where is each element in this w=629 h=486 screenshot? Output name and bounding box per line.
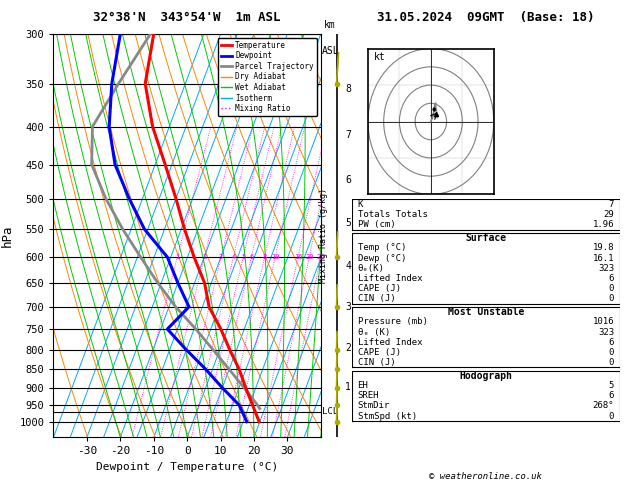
Text: 1: 1 xyxy=(345,382,351,392)
Text: 3: 3 xyxy=(219,254,223,260)
Text: PW (cm): PW (cm) xyxy=(357,220,395,229)
Text: 8: 8 xyxy=(345,84,351,94)
Text: 16.1: 16.1 xyxy=(593,254,614,262)
Text: Temp (°C): Temp (°C) xyxy=(357,243,406,252)
Text: 268°: 268° xyxy=(593,401,614,411)
X-axis label: Dewpoint / Temperature (°C): Dewpoint / Temperature (°C) xyxy=(96,462,278,472)
Text: 0: 0 xyxy=(609,412,614,420)
Text: Most Unstable: Most Unstable xyxy=(448,307,524,317)
Text: CAPE (J): CAPE (J) xyxy=(357,348,401,357)
Text: 5: 5 xyxy=(609,381,614,390)
Text: 0: 0 xyxy=(609,348,614,357)
Text: CIN (J): CIN (J) xyxy=(357,358,395,367)
Text: θₑ(K): θₑ(K) xyxy=(357,264,384,273)
Text: 1: 1 xyxy=(175,254,179,260)
Text: 4: 4 xyxy=(345,261,351,271)
Text: SREH: SREH xyxy=(357,391,379,400)
Text: 0: 0 xyxy=(609,294,614,303)
Text: Lifted Index: Lifted Index xyxy=(357,338,422,347)
Text: K: K xyxy=(357,200,363,209)
Text: 323: 323 xyxy=(598,264,614,273)
Text: 6: 6 xyxy=(345,175,351,185)
Text: Mixing Ratio (g/kg): Mixing Ratio (g/kg) xyxy=(319,188,328,283)
Text: LCL: LCL xyxy=(323,407,338,417)
Text: 323: 323 xyxy=(598,328,614,336)
Text: CAPE (J): CAPE (J) xyxy=(357,284,401,293)
Text: 25: 25 xyxy=(316,254,325,260)
Text: StmSpd (kt): StmSpd (kt) xyxy=(357,412,416,420)
Text: 2: 2 xyxy=(202,254,206,260)
Text: 10: 10 xyxy=(271,254,279,260)
Text: StmDir: StmDir xyxy=(357,401,390,411)
Y-axis label: hPa: hPa xyxy=(1,225,14,247)
Text: 1016: 1016 xyxy=(593,317,614,327)
Text: 31.05.2024  09GMT  (Base: 18): 31.05.2024 09GMT (Base: 18) xyxy=(377,11,594,23)
Text: 7: 7 xyxy=(345,130,351,140)
Text: 19.8: 19.8 xyxy=(593,243,614,252)
Text: 0: 0 xyxy=(609,358,614,367)
Text: 6: 6 xyxy=(609,391,614,400)
Text: Surface: Surface xyxy=(465,233,506,243)
Text: 5: 5 xyxy=(241,254,245,260)
Text: Dewp (°C): Dewp (°C) xyxy=(357,254,406,262)
Text: kt: kt xyxy=(374,52,386,62)
Text: Totals Totals: Totals Totals xyxy=(357,210,428,219)
Text: EH: EH xyxy=(357,381,369,390)
Text: 6: 6 xyxy=(609,274,614,283)
Legend: Temperature, Dewpoint, Parcel Trajectory, Dry Adiabat, Wet Adiabat, Isotherm, Mi: Temperature, Dewpoint, Parcel Trajectory… xyxy=(218,38,317,116)
Text: 20: 20 xyxy=(305,254,313,260)
Text: 7: 7 xyxy=(609,200,614,209)
Text: 4: 4 xyxy=(231,254,235,260)
Text: 32°38'N  343°54'W  1m ASL: 32°38'N 343°54'W 1m ASL xyxy=(93,11,281,23)
Text: 0: 0 xyxy=(609,284,614,293)
Text: © weatheronline.co.uk: © weatheronline.co.uk xyxy=(430,472,542,481)
Text: Lifted Index: Lifted Index xyxy=(357,274,422,283)
Text: 1.96: 1.96 xyxy=(593,220,614,229)
Text: km: km xyxy=(325,20,336,30)
Text: 3: 3 xyxy=(345,302,351,312)
Text: 16: 16 xyxy=(294,254,303,260)
Text: 6: 6 xyxy=(609,338,614,347)
Text: 2: 2 xyxy=(345,343,351,353)
Text: θₑ (K): θₑ (K) xyxy=(357,328,390,336)
Text: Pressure (mb): Pressure (mb) xyxy=(357,317,428,327)
Text: 6: 6 xyxy=(249,254,253,260)
Text: ASL: ASL xyxy=(321,46,339,56)
Text: Hodograph: Hodograph xyxy=(459,371,513,381)
Text: 8: 8 xyxy=(262,254,267,260)
Text: 29: 29 xyxy=(603,210,614,219)
Text: CIN (J): CIN (J) xyxy=(357,294,395,303)
Text: 5: 5 xyxy=(345,218,351,228)
